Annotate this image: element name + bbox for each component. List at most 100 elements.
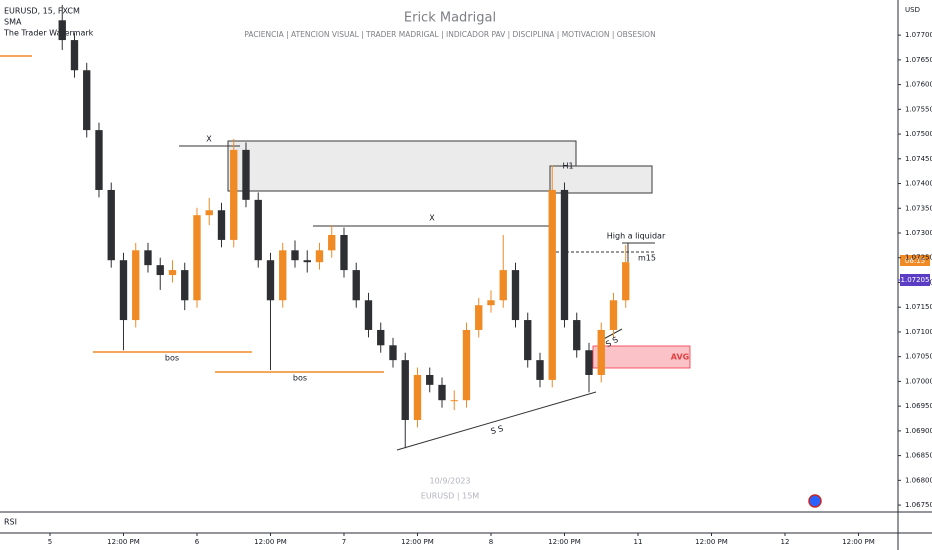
annotation: X [429,214,435,223]
candle-body [107,189,115,261]
indicator-legend: SMA [4,18,22,27]
candle-body [328,234,336,251]
y-tick-label: 1.07550 [905,105,932,113]
candle-body [119,260,128,321]
candle-body [242,149,250,200]
event-icon[interactable] [808,494,822,508]
watermark-symbol: EURUSD | 15M [421,492,480,501]
indicator-legend: The Trader Watermark [3,29,94,38]
last-price-label: 1.07205 [901,276,930,284]
x-tick-label: 5 [48,538,52,546]
candle-body [585,350,593,375]
zone-box [227,140,577,192]
y-tick-label: 1.07050 [905,353,932,361]
candle-body [58,20,66,41]
candle-body [548,189,556,380]
y-tick-label: 1.06800 [905,476,932,484]
candle-body [622,262,630,301]
candle-body [144,250,152,266]
y-tick-label: 1.06950 [905,402,932,410]
candle-body [573,320,581,351]
x-tick-label: 7 [342,538,346,546]
candle-body [487,300,495,306]
candle-body [352,270,360,301]
candle-body [450,400,458,402]
annotation: H1 [562,162,573,171]
annotation: High a liquidar [607,232,666,241]
candle-body [83,70,91,131]
candle-body [70,40,79,71]
candle-body [181,270,189,301]
x-tick-label: 12:00 PM [695,538,728,546]
candle-body [499,270,507,301]
annotation: AVG [671,353,689,362]
candle-body [511,270,520,321]
y-tick-label: 1.07700 [905,31,932,39]
candle-body [230,149,238,240]
candle-body [168,270,177,276]
x-tick-label: 12:00 PM [401,538,434,546]
candle-body [413,374,422,420]
last-price-box [900,273,930,286]
candle-body [462,329,471,401]
x-tick-label: 12:00 PM [842,538,875,546]
watermark-title: Erick Madrigal [404,11,496,26]
candle-body [95,130,103,190]
candle-body [438,384,446,401]
y-tick-label: 1.07500 [905,130,932,138]
currency-label: USD [905,6,920,14]
countdown-box [900,255,930,266]
candle-body [389,345,397,361]
x-tick-label: 12:00 PM [254,538,287,546]
x-tick-label: 6 [195,538,200,546]
candle-body [315,250,324,263]
y-tick-label: 1.07650 [905,56,932,64]
candle-body [132,250,140,321]
x-tick-label: 12 [781,538,790,546]
candle-body [524,320,532,361]
pane-label: RSI [4,518,17,527]
watermark-date: 10/9/2023 [429,477,470,486]
x-tick-label: 12:00 PM [548,538,581,546]
y-tick-label: 1.07150 [905,303,932,311]
candle-body [254,199,262,261]
y-tick-label: 1.06850 [905,452,932,460]
y-tick-label: 1.07600 [905,81,932,89]
y-tick-label: 1.07250 [905,254,932,262]
candle-body [340,234,348,271]
candle-body [597,329,605,375]
countdown: 06:15 [905,257,925,265]
x-tick-label: 11 [634,538,643,546]
annotation: X [206,135,212,144]
candle-body [560,189,569,321]
watermark-subtitle: PACIENCIA | ATENCION VISUAL | TRADER MAD… [244,30,655,39]
candle-body [266,260,275,301]
candle-body [205,210,213,216]
y-tick-label: 1.06900 [905,427,932,435]
candle-body [217,210,226,240]
annotation: bos [293,374,307,383]
symbol-info: EURUSD, 15, FXCM [4,7,80,16]
x-tick-label: 12:00 PM [107,538,140,546]
candle-body [193,215,201,301]
candle-body [156,265,164,276]
annotation: bos [165,354,179,363]
y-tick-label: 1.07450 [905,155,932,163]
candle-body [303,260,311,263]
candle-body [401,360,409,420]
y-tick-label: 1.07350 [905,204,932,212]
zone-box [549,165,653,194]
avg-zone [592,345,691,369]
candles [58,4,630,449]
candle-body [536,360,544,380]
candle-body [475,305,483,330]
candle-body [279,250,287,301]
y-tick-label: 1.07300 [905,229,932,237]
candle-body [291,250,299,261]
y-tick-label: 1.07100 [905,328,932,336]
x-tick-label: 8 [489,538,493,546]
candle-body [364,300,373,330]
candle-body [609,300,618,330]
